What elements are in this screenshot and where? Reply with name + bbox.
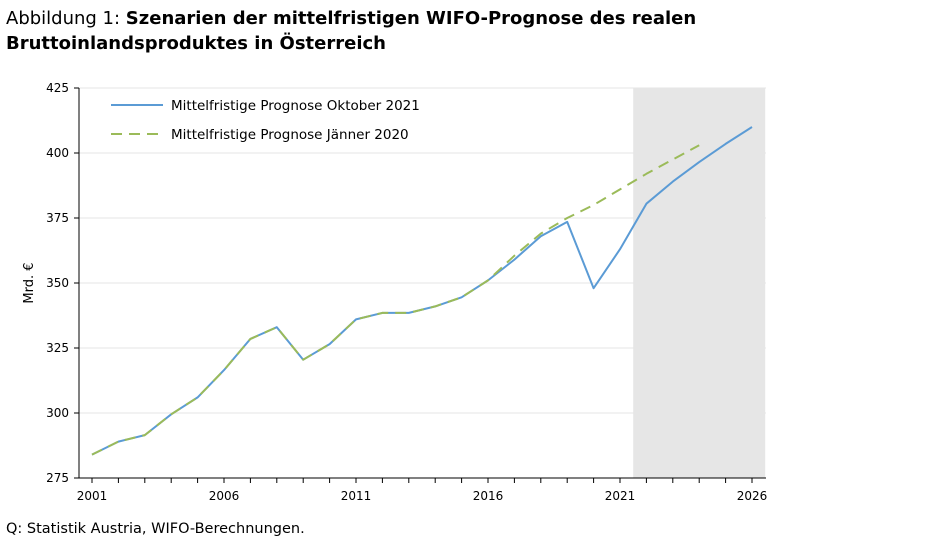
x-tick-label-2016: 2016	[473, 489, 504, 503]
x-tick-label-2011: 2011	[341, 489, 372, 503]
series-line-1	[91, 144, 700, 456]
y-tick-label-425: 425	[46, 81, 69, 95]
y-axis-label: Mrd. €	[22, 262, 37, 303]
x-tick-label-2001: 2001	[77, 489, 108, 503]
x-tick-label-2026: 2026	[737, 489, 768, 503]
y-tick-label-300: 300	[46, 406, 69, 420]
y-tick-label-275: 275	[46, 471, 69, 485]
chart-title-prefix: Abbildung 1:	[6, 8, 126, 29]
legend-label-1: Mittelfristige Prognose Jänner 2020	[171, 127, 409, 143]
x-tick-label-2021: 2021	[605, 489, 636, 503]
chart-title: Abbildung 1: Szenarien der mittelfristig…	[6, 6, 931, 56]
y-tick-label-375: 375	[46, 211, 69, 225]
y-tick-label-400: 400	[46, 146, 69, 160]
legend-label-0: Mittelfristige Prognose Oktober 2021	[171, 98, 420, 114]
y-tick-label-350: 350	[46, 276, 69, 290]
y-tick-label-325: 325	[46, 341, 69, 355]
chart-title-main: Szenarien der mittelfristigen WIFO-Progn…	[6, 8, 697, 54]
source-note: Q: Statistik Austria, WIFO-Berechnungen.	[6, 521, 305, 537]
x-tick-label-2006: 2006	[209, 489, 240, 503]
